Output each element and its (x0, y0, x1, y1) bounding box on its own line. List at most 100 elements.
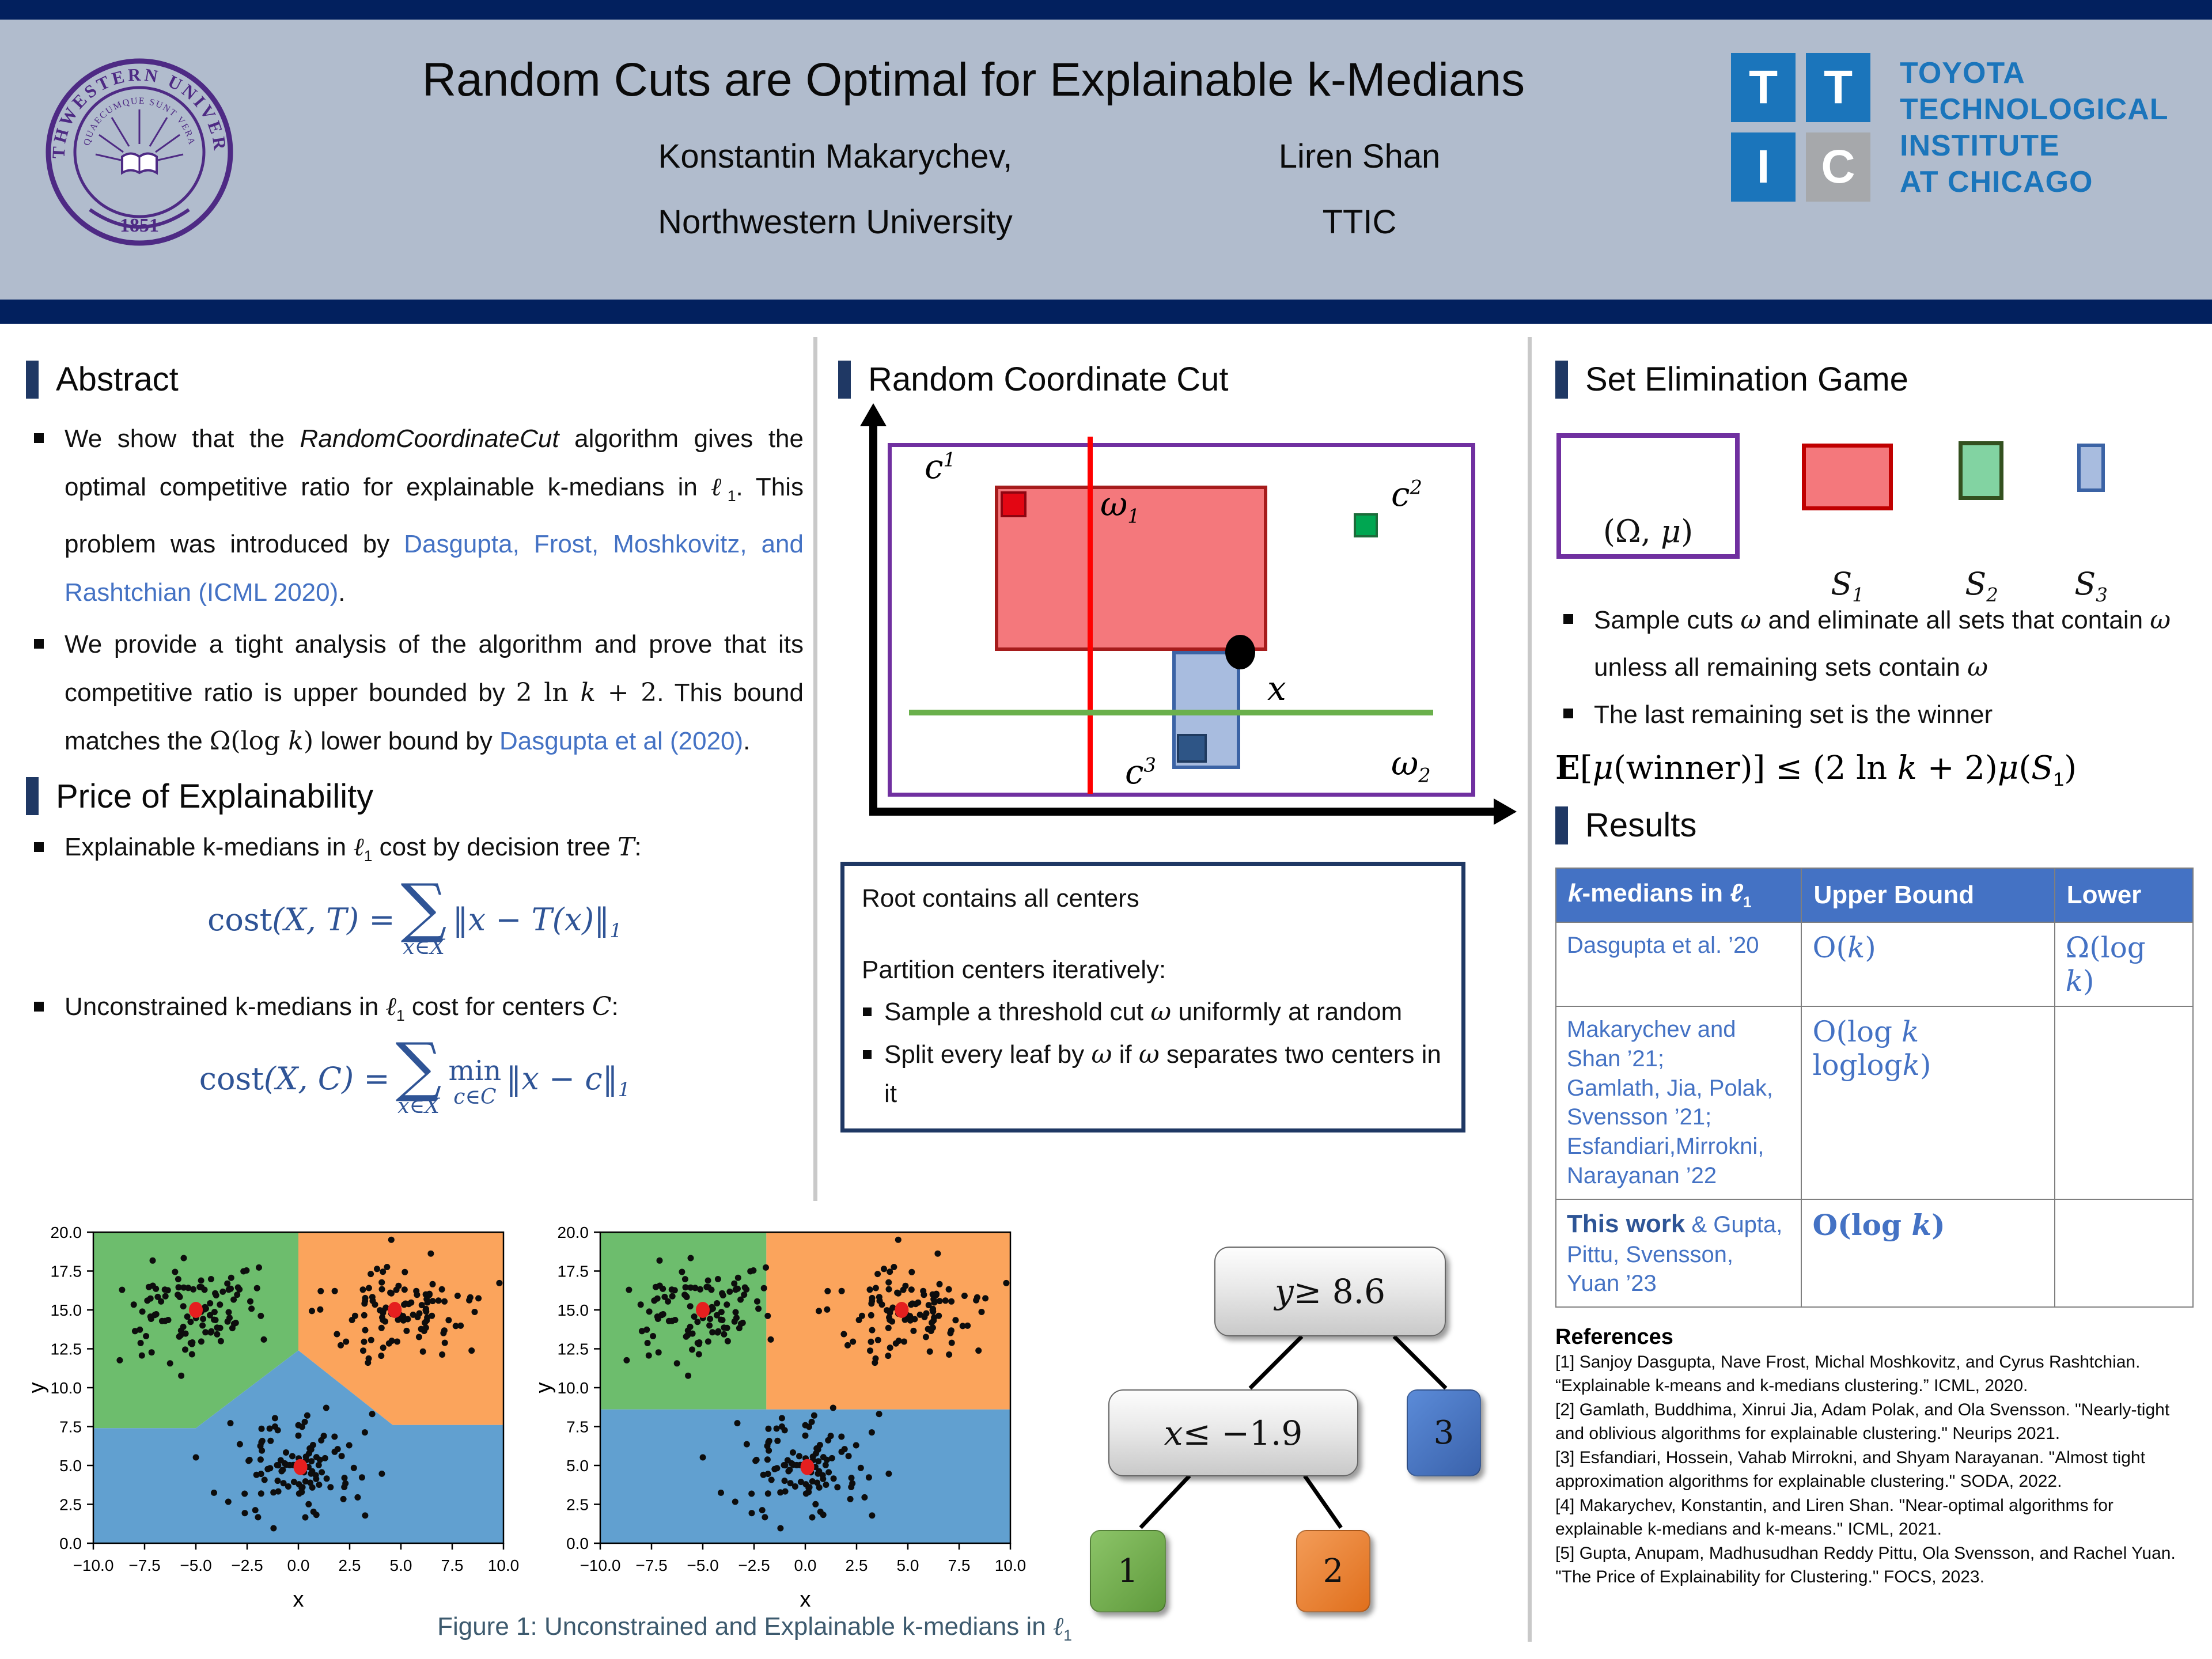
x-axis-label: x (800, 1588, 811, 1610)
winner-bound-formula: E[μ(winner)] ≤ (2 ln k + 2)μ(S1) (1555, 749, 2077, 791)
data-points (116, 1236, 503, 1532)
scatter-plot-explainable: −10.0 −7.5 −5.0 −2.5 0.0 2.5 5.0 7.5 10.0 0.0 2.5 5… (532, 1224, 1026, 1610)
tree-edges (1139, 1335, 1448, 1529)
center-c1-square (1001, 491, 1027, 517)
bullet-square-icon (863, 1007, 872, 1016)
root-cell-rect (888, 443, 1475, 797)
column-divider-left (813, 337, 817, 1201)
svg-text:20.0: 20.0 (558, 1224, 589, 1241)
svg-text:17.5: 17.5 (51, 1263, 82, 1281)
min-operator: min c∈C (448, 1055, 502, 1109)
references-heading: References (1555, 1325, 1673, 1350)
row2-method: Makarychev and Shan ’21; Gamlath, Jia, P… (1555, 1005, 1802, 1200)
svg-text:2.5: 2.5 (59, 1496, 82, 1514)
svg-text:5.0: 5.0 (897, 1556, 919, 1574)
plot-area (93, 1232, 503, 1543)
algorithm-line-2: Partition centers iteratively: (862, 956, 1166, 984)
cluster1-rect (995, 486, 1267, 651)
section-bar-icon (26, 360, 39, 399)
section-bar-icon (1555, 360, 1568, 399)
label-c2: c2 (1391, 475, 1422, 514)
row2-upper: O(log k loglogk) (1801, 1005, 2055, 1200)
svg-text:7.5: 7.5 (948, 1556, 971, 1574)
svg-text:5.0: 5.0 (390, 1556, 412, 1574)
section-bar-icon (838, 360, 851, 399)
ttic-line-1: TOYOTA (1900, 56, 2025, 90)
omega-universe-box: (Ω, μ) (1556, 433, 1740, 559)
tree-internal-node: x ≤ −1.9 (1108, 1389, 1358, 1476)
algorithm-box: Root contains all centers Partition cent… (840, 862, 1465, 1132)
random-coordinate-cut-diagram: c1 ω1 c2 x c3 ω2 (838, 403, 1518, 825)
cluster-center (696, 1302, 710, 1318)
label-x: x (1267, 669, 1286, 708)
row3-lower (2054, 1198, 2194, 1308)
row1-method: Dasgupta et al. ’20 (1555, 921, 1802, 1007)
price-heading: Price of Explainability (56, 777, 374, 815)
svg-text:10.0: 10.0 (558, 1379, 589, 1397)
cut-omega2-line (909, 710, 1433, 715)
region-orange (298, 1232, 503, 1425)
bullet-square-icon (863, 1050, 872, 1059)
decision-tree: y ≥ 8.6 x ≤ −1.9 3 1 2 (1071, 1210, 1515, 1630)
table-row: Makarychev and Shan ’21; Gamlath, Jia, P… (1555, 1005, 2194, 1200)
price-bullet-2: Unconstrained k-medians in ℓ1 cost for c… (26, 989, 804, 1033)
rcc-heading: Random Coordinate Cut (868, 361, 1229, 398)
label-omega1: ω1 (1100, 484, 1140, 528)
reference-2: [2] Gamlath, Buddhima, Xinrui Jia, Adam … (1555, 1400, 2170, 1443)
bullet-square-icon (34, 1001, 44, 1012)
cluster-center (293, 1459, 308, 1475)
svg-text:10.0: 10.0 (51, 1379, 82, 1397)
svg-text:0.0: 0.0 (794, 1556, 817, 1574)
svg-text:15.0: 15.0 (51, 1301, 82, 1319)
set-s3-label: S3 (2074, 566, 2108, 606)
tree-leaf-2: 2 (1296, 1530, 1370, 1612)
summation: ∑ x∈X (400, 870, 447, 959)
references-list: [1] Sanjoy Dasgupta, Nave Frost, Michal … (1555, 1351, 2196, 1589)
omega-mu-label: (Ω, μ) (1603, 513, 1694, 550)
x-axis (869, 808, 1497, 816)
y-axis-arrow-icon (860, 403, 887, 426)
data-points (623, 1236, 1010, 1532)
table-row: Dasgupta et al. ’20 O(k) Ω(log k) (1555, 921, 2194, 1007)
northwestern-seal: NORTHWESTERN UNIVERSITY QUAECUMQUE SUNT … (41, 32, 233, 246)
set-s1-rect (1802, 444, 1893, 510)
bullet-square-icon (34, 638, 44, 649)
region-blue (93, 1350, 503, 1543)
svg-text:5.0: 5.0 (59, 1457, 82, 1475)
svg-text:−7.5: −7.5 (128, 1556, 160, 1574)
ttic-line-4: AT CHICAGO (1900, 165, 2093, 199)
svg-text:2.5: 2.5 (846, 1556, 868, 1574)
ttic-line-3: INSTITUTE (1900, 129, 2060, 162)
set-s2-label: S2 (1965, 566, 1998, 606)
column-algorithm: Random Coordinate Cut c1 ω1 c2 x c3 ω2 R… (838, 346, 1518, 1132)
reference-4: [4] Makarychev, Konstantin, and Liren Sh… (1555, 1496, 2113, 1539)
ttic-tile-t2: T (1806, 53, 1870, 122)
abstract-bullet-2: We provide a tight analysis of the algor… (26, 620, 804, 766)
svg-text:12.5: 12.5 (51, 1340, 82, 1358)
row3-method: This work & Gupta, Pittu, Svensson, Yuan… (1555, 1198, 1802, 1308)
cut-omega1-line (1088, 437, 1093, 794)
seg-bullet-2: The last remaining set is the winner (1555, 691, 2196, 738)
reference-1: [1] Sanjoy Dasgupta, Nave Frost, Michal … (1555, 1353, 2141, 1395)
region-green (600, 1232, 767, 1410)
seal-outer-ring (46, 58, 233, 246)
svg-text:−5.0: −5.0 (180, 1556, 211, 1574)
bullet-square-icon (34, 842, 44, 852)
svg-text:0.0: 0.0 (59, 1535, 82, 1552)
row1-lower: Ω(log k) (2054, 921, 2194, 1007)
center-c2-square (1354, 513, 1378, 537)
col-header-kmedians: k-medians in ℓ1 (1555, 868, 1802, 923)
results-heading: Results (1585, 806, 1697, 844)
svg-text:10.0: 10.0 (488, 1556, 520, 1574)
row3-upper: O(log k) (1801, 1198, 2055, 1308)
point-x-dot (1225, 635, 1255, 669)
x-axis-label: x (293, 1588, 304, 1610)
svg-text:2.5: 2.5 (339, 1556, 361, 1574)
ttic-tile-t1: T (1731, 53, 1796, 122)
algorithm-bullet-1: Sample a threshold cut ω uniformly at ra… (862, 993, 1444, 1032)
scatter-plot-unconstrained: −10.0 −7.5 −5.0 −2.5 0.0 2.5 5.0 7.5 10.0 0.0 2.5 5… (25, 1224, 520, 1610)
svg-text:−5.0: −5.0 (687, 1556, 718, 1574)
section-bar-icon (26, 777, 39, 816)
ttic-tile-i: I (1731, 132, 1796, 202)
set-s1-label: S1 (1831, 566, 1864, 606)
